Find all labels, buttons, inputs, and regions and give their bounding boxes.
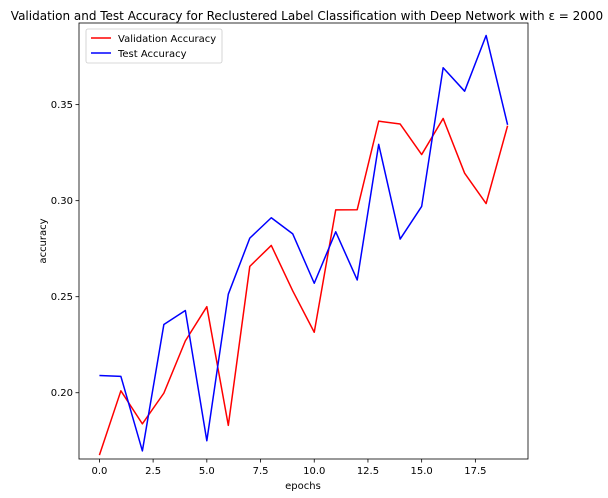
legend-box xyxy=(85,28,223,64)
series-lines xyxy=(98,34,509,456)
chart-title: Validation and Test Accuracy for Reclust… xyxy=(11,9,603,23)
x-tick-label: 5.0 xyxy=(199,466,215,477)
x-tick-label: 0.0 xyxy=(91,466,107,477)
x-axis-label: epochs xyxy=(285,481,321,492)
plot-frame xyxy=(78,22,529,460)
legend-label-validation: Validation Accuracy xyxy=(118,34,216,45)
x-tick-label: 12.5 xyxy=(357,466,379,477)
series-line-validation xyxy=(98,117,509,456)
x-tick-label: 17.5 xyxy=(464,466,486,477)
y-tick-label: 0.25 xyxy=(51,292,73,303)
y-tick-label: 0.20 xyxy=(51,388,73,399)
y-tick-label: 0.35 xyxy=(51,100,73,111)
legend-label-test: Test Accuracy xyxy=(117,49,187,60)
plot-area xyxy=(79,23,528,459)
y-axis: 0.20 0.25 0.30 0.35 xyxy=(51,100,79,399)
y-axis-label: accuracy xyxy=(38,218,49,263)
x-tick-label: 7.5 xyxy=(253,466,269,477)
y-tick-label: 0.30 xyxy=(51,196,73,207)
series-line-test xyxy=(99,34,509,452)
legend: Validation Accuracy Test Accuracy xyxy=(85,28,223,64)
x-tick-label: 15.0 xyxy=(411,466,433,477)
x-tick-label: 10.0 xyxy=(303,466,325,477)
x-tick-label: 2.5 xyxy=(145,466,161,477)
x-axis: 0.0 2.5 5.0 7.5 10.0 12.5 15.0 17.5 xyxy=(91,459,486,477)
